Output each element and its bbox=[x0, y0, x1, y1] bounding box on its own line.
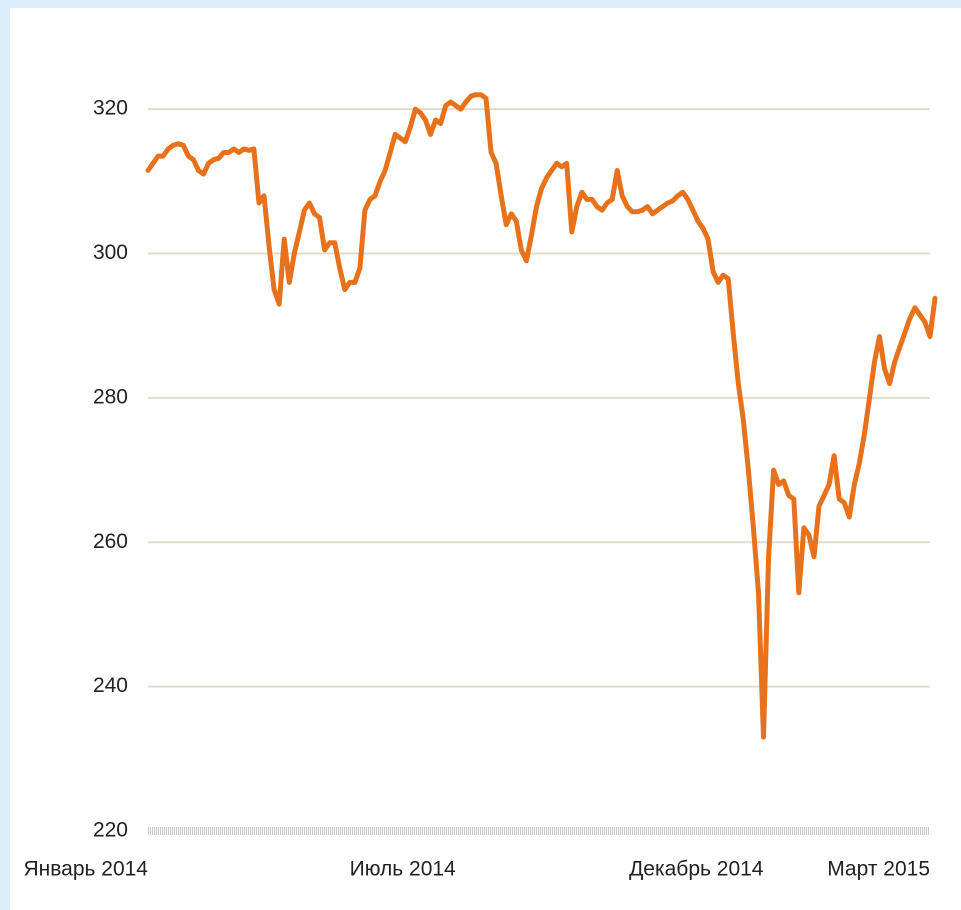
line bbox=[145, 92, 938, 740]
x-tick-label: Январь 2014 bbox=[23, 858, 148, 881]
y-tick-label: 300 bbox=[93, 241, 128, 264]
x-tick-label: Декабрь 2014 bbox=[629, 858, 764, 881]
y-tick-label: 240 bbox=[93, 674, 128, 697]
x-tick-label: Июль 2014 bbox=[350, 858, 456, 881]
panel bbox=[10, 8, 961, 910]
y-tick-label: 280 bbox=[93, 385, 128, 408]
y-tick-label: 320 bbox=[93, 97, 128, 120]
x-tick-label: Март 2015 bbox=[827, 858, 930, 881]
y-tick-label: 260 bbox=[93, 530, 128, 553]
y-tick-label: 220 bbox=[93, 819, 128, 842]
